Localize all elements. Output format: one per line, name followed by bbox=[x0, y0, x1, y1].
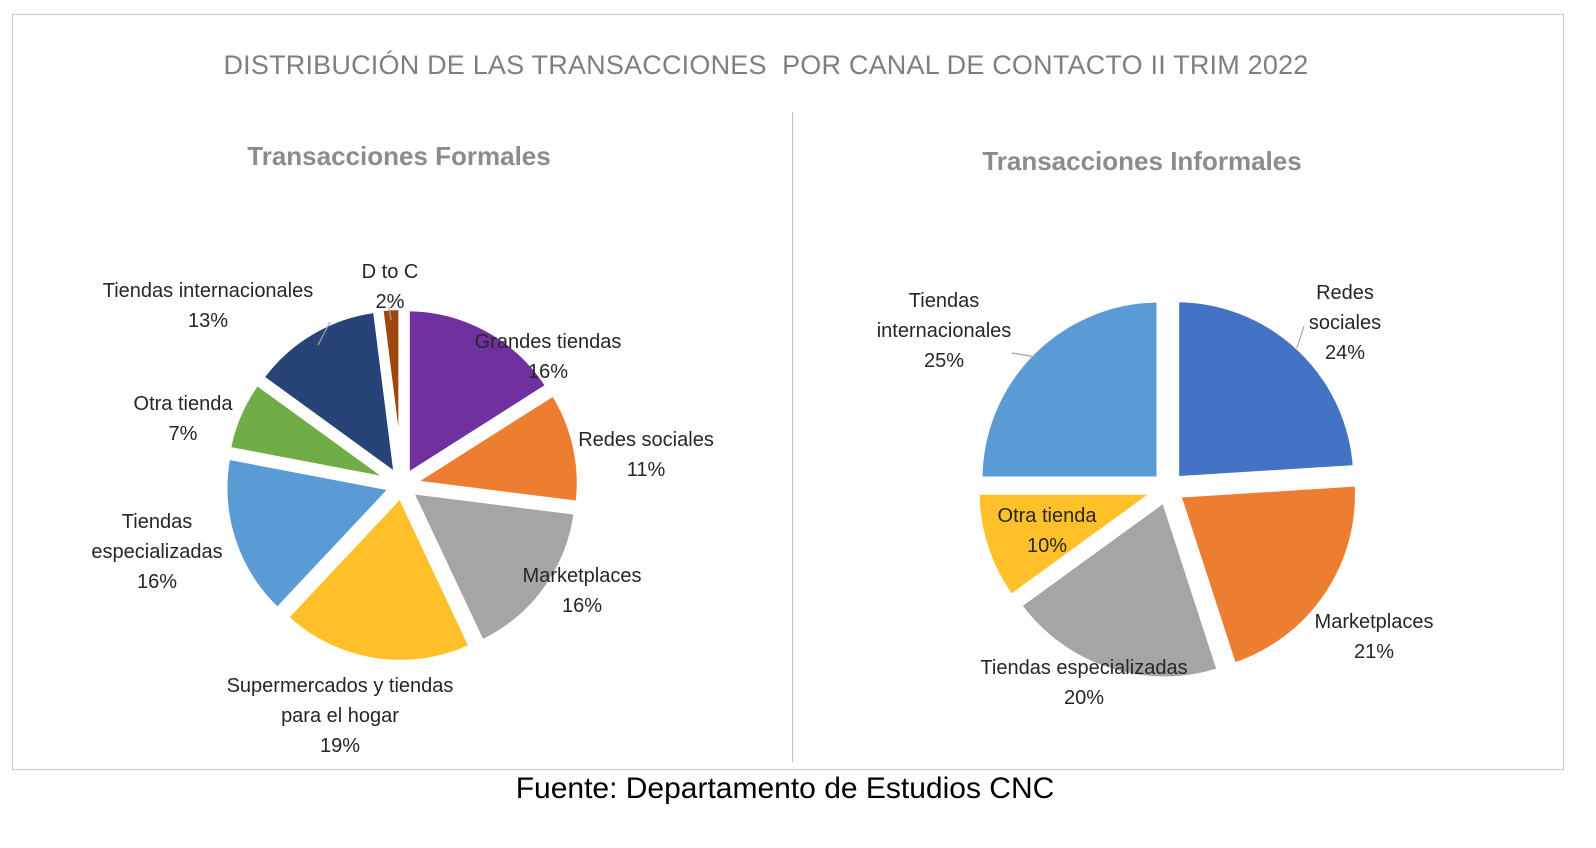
chart-title: DISTRIBUCIÓN DE LAS TRANSACCIONES POR CA… bbox=[223, 50, 1309, 80]
pie-slice-otra-tienda bbox=[973, 488, 1166, 602]
data-label-otra-tienda: Otra tienda 10% bbox=[998, 505, 1098, 557]
pie-slice-tiendas-especializadas bbox=[221, 453, 399, 615]
data-label-tiendas-internacionales: Tiendas internacionales 13% bbox=[103, 280, 314, 332]
pie-slice-tiendas-internacionales bbox=[256, 306, 401, 483]
leader-line bbox=[317, 321, 331, 346]
pie-slice-supermercados-y-tiendas-para-el-hogar bbox=[281, 489, 476, 666]
data-label-marketplaces: Marketplaces 16% bbox=[523, 565, 642, 617]
data-label-tiendas-internacionales: Tiendas internacionales 25% bbox=[877, 290, 1012, 372]
data-label-tiendas-especializadas: Tiendas especializadas 16% bbox=[91, 511, 222, 593]
informales-pie: Redes sociales 24% Marketplaces 21% Tiendas e… bbox=[877, 282, 1434, 709]
data-label-tiendas-especializadas: Tiendas especializadas 20% bbox=[980, 657, 1187, 709]
pie-slice-redes-sociales bbox=[403, 388, 583, 508]
source-note: Fuente: Departamento de Estudios CNC bbox=[515, 772, 1055, 805]
data-label-supermercados-y-tiendas-para-el-hogar: Supermercados y tiendas para el hogar 19% bbox=[227, 675, 454, 757]
informales-subtitle: Transacciones Informales bbox=[982, 146, 1301, 176]
data-label-grandes-tiendas: Grandes tiendas 16% bbox=[475, 331, 622, 383]
pie-slice-tiendas-especializadas bbox=[1014, 494, 1224, 683]
data-label-d-to-c: D to C 2% bbox=[362, 261, 419, 313]
leader-line bbox=[1011, 352, 1037, 358]
leader-line bbox=[388, 306, 392, 321]
pie-slice-marketplaces bbox=[405, 487, 581, 647]
chart-frame bbox=[12, 14, 1564, 770]
leader-line bbox=[1296, 325, 1305, 349]
data-label-redes-sociales: Redes sociales 11% bbox=[578, 429, 714, 481]
pie-slice-d-to-c bbox=[376, 304, 405, 476]
data-label-redes-sociales: Redes sociales 24% bbox=[1309, 282, 1381, 364]
pie-slice-marketplaces bbox=[1173, 480, 1361, 670]
pie-slice-grandes-tiendas bbox=[403, 305, 553, 482]
formales-pie: Grandes tiendas 16% Redes sociales 11% Marke… bbox=[91, 261, 713, 757]
data-label-marketplaces: Marketplaces 21% bbox=[1315, 611, 1434, 663]
chart-divider bbox=[792, 112, 793, 762]
pie-slice-redes-sociales bbox=[1173, 296, 1360, 483]
data-label-otra-tienda: Otra tienda 7% bbox=[134, 393, 234, 445]
pie-slice-tiendas-internacionales bbox=[976, 296, 1163, 483]
pie-slice-otra-tienda bbox=[224, 378, 395, 484]
formales-subtitle: Transacciones Formales bbox=[247, 141, 550, 171]
